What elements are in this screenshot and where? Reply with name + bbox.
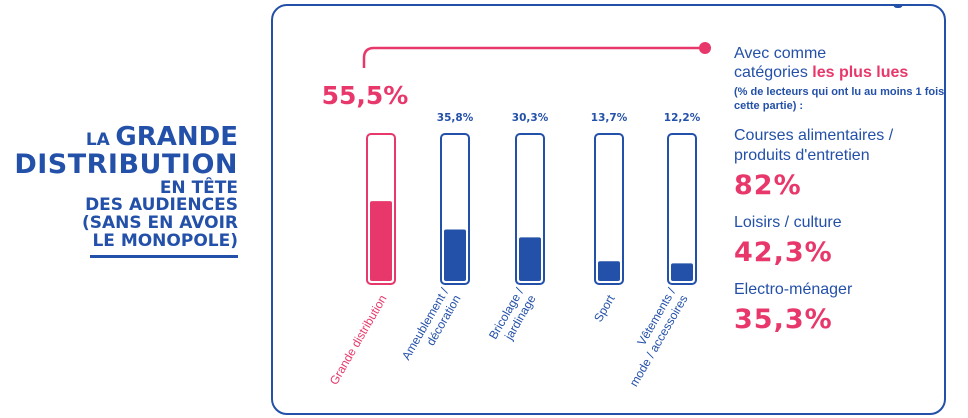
- bar-tube-4: [667, 133, 697, 285]
- bar-category-label-3: Sport: [591, 292, 618, 324]
- category-label-courses-line1: Courses alimentaires /: [734, 126, 894, 144]
- headline-grande: GRANDE: [115, 122, 238, 152]
- legend-intro-plain: catégories: [734, 64, 813, 82]
- category-value-electro: 35,3%: [734, 303, 833, 335]
- category-label-electro: Electro-ménager: [734, 280, 853, 298]
- bar-value-label-0: 55,5%: [322, 81, 409, 110]
- bar-category-label-2: Bricolage /jardinage: [486, 285, 539, 349]
- bar-value-label-3: 13,7%: [591, 112, 628, 124]
- legend-intro: Avec comme catégories les plus lues: [734, 44, 954, 82]
- headline-le-monopole: LE MONOPOLE): [92, 231, 238, 252]
- bar-tube-3: [594, 133, 624, 285]
- bar-category-label-0: Grande distribution: [327, 293, 390, 388]
- headline-underline: [90, 255, 238, 259]
- bar-0: [370, 201, 392, 281]
- bar-category-label-4: Vêtements /mode / accessoires: [615, 285, 691, 389]
- bar-2: [519, 237, 541, 281]
- legend-intro-line2: catégories les plus lues: [734, 63, 954, 82]
- category-value-loisirs: 42,3%: [734, 236, 833, 268]
- category-label-courses-line2: produits d'entretien: [734, 146, 870, 164]
- headline-la: LA: [85, 130, 110, 150]
- bar-value-label-4: 12,2%: [664, 112, 701, 124]
- bar-1: [444, 229, 466, 281]
- bars-group: 55,5% Grande distribution 35,8% Ameublement…: [322, 81, 701, 389]
- bar-value-label-2: 30,3%: [512, 112, 549, 124]
- bar-value-label-1: 35,8%: [437, 112, 474, 124]
- headline-sans-en-avoir: (SANS EN AVOIR: [81, 213, 238, 234]
- panel-notch: [893, 4, 903, 8]
- headline-distribution: DISTRIBUTION: [14, 149, 238, 181]
- category-label-loisirs: Loisirs / culture: [734, 213, 842, 231]
- headline-en-tete: EN TÊTE: [159, 177, 238, 198]
- bar-category-label-1: Ameublement /décoration: [399, 285, 464, 369]
- connector-dot: [699, 42, 711, 54]
- chart-panel: [271, 4, 946, 415]
- legend: Avec comme catégories les plus lues (% d…: [734, 44, 954, 335]
- legend-note: (% de lecteurs qui ont lu au moins 1 foi…: [734, 86, 945, 113]
- headline-des-audiences: DES AUDIENCES: [85, 195, 238, 216]
- legend-intro-line1: Avec comme: [734, 45, 827, 62]
- headline: LA GRANDE DISTRIBUTION EN TÊTE DES AUDIE…: [14, 122, 238, 259]
- bar-category-label-0-line0: Grande distribution: [327, 293, 390, 388]
- highlight-connector-line: [362, 46, 705, 68]
- bar-4: [671, 263, 693, 281]
- legend-intro-emphasis: les plus lues: [812, 64, 909, 82]
- category-label-courses: Courses alimentaires / produits d'entret…: [734, 126, 954, 166]
- bar-category-label-3-line0: Sport: [591, 292, 618, 324]
- bar-3: [598, 261, 620, 281]
- category-value-courses: 82%: [734, 169, 802, 201]
